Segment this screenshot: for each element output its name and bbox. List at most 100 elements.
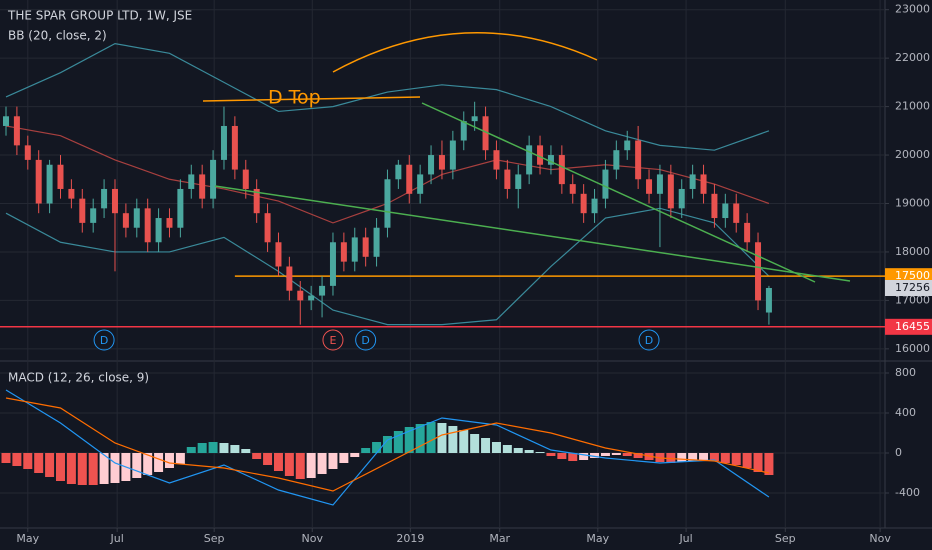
candle-body: [602, 169, 609, 199]
candle-body: [580, 193, 587, 214]
candle-body: [351, 237, 358, 262]
x-tick-label: May: [586, 532, 609, 545]
histogram-bar: [143, 453, 153, 475]
candle-body: [286, 266, 293, 291]
candle-body: [460, 121, 467, 141]
x-tick-label: Nov: [302, 532, 324, 545]
histogram-bar: [753, 453, 763, 472]
histogram-bar: [502, 445, 512, 453]
histogram-bar: [197, 443, 207, 453]
histogram-bar: [546, 453, 556, 456]
price-label: 16455: [895, 320, 930, 333]
histogram-bar: [688, 453, 698, 461]
y-tick-label: 16000: [895, 342, 930, 355]
histogram-bar: [77, 453, 87, 485]
histogram-bar: [470, 434, 480, 453]
histogram-bar: [1, 453, 11, 463]
y-tick-label: 0: [895, 446, 902, 459]
last-price-label: 17256: [895, 281, 930, 294]
candle-body: [144, 208, 151, 243]
x-tick-label: Sep: [775, 532, 796, 545]
candle-body: [35, 159, 42, 204]
candle-body: [515, 174, 522, 189]
histogram-bar: [284, 453, 294, 476]
histogram-bar: [12, 453, 22, 466]
histogram-bar: [393, 431, 403, 453]
candle-body: [220, 125, 227, 160]
candle-body: [504, 169, 511, 189]
histogram-bar: [339, 453, 349, 463]
candle-body: [177, 188, 184, 228]
candle-body: [449, 140, 456, 170]
histogram-bar: [372, 442, 382, 453]
x-tick-label: Nov: [869, 532, 891, 545]
bb-lower: [5, 207, 770, 326]
histogram-bar: [731, 453, 741, 465]
candle-body: [428, 155, 435, 175]
candle-body: [111, 188, 118, 214]
histogram-bar: [491, 442, 501, 453]
histogram-bar: [154, 453, 164, 472]
trend-line: [421, 102, 816, 283]
y-tick-label: 20000: [895, 148, 930, 161]
price-label: 17500: [895, 269, 930, 282]
candle-body: [133, 208, 140, 228]
y-tick-label: 17000: [895, 293, 930, 306]
histogram-bar: [45, 453, 55, 477]
candle-body: [406, 164, 413, 194]
histogram-bar: [208, 442, 218, 453]
histogram-bar: [568, 453, 578, 461]
histogram-bar: [241, 449, 251, 453]
y-tick-label: 22000: [895, 51, 930, 64]
x-tick-label: Jul: [110, 532, 124, 545]
histogram-bar: [273, 453, 283, 471]
histogram-bar: [557, 453, 567, 459]
candle-body: [624, 140, 631, 151]
bb-upper: [5, 42, 770, 151]
histogram-bar: [590, 453, 600, 458]
candle-body: [744, 222, 751, 243]
histogram-bar: [633, 453, 643, 458]
histogram-bar: [263, 453, 273, 465]
event-marker: [638, 329, 660, 351]
arc-drawing: [332, 32, 598, 73]
histogram-bar: [110, 453, 120, 483]
candle-body: [395, 164, 402, 180]
histogram-bar: [579, 453, 589, 460]
candle-body: [667, 174, 674, 209]
histogram-bar: [317, 453, 327, 474]
histogram-bar: [415, 424, 425, 453]
candle-body: [733, 203, 740, 223]
candle-body: [188, 174, 195, 189]
candle-body: [373, 227, 380, 257]
indicator-label: BB (20, close, 2): [8, 29, 107, 43]
candle-body: [722, 203, 729, 219]
candle-body: [308, 295, 315, 301]
candle-body: [417, 174, 424, 194]
candle-body: [765, 288, 772, 313]
x-tick-label: 2019: [396, 532, 424, 545]
candle-body: [482, 116, 489, 151]
candle-body: [199, 174, 206, 199]
candle-body: [384, 179, 391, 228]
histogram-bar: [611, 453, 621, 455]
histogram-bar: [55, 453, 65, 481]
histogram-bar: [88, 453, 98, 485]
x-tick-label: Jul: [678, 532, 692, 545]
histogram-bar: [426, 422, 436, 453]
candle-body: [362, 237, 369, 257]
y-tick-label: 18000: [895, 245, 930, 258]
candle-body: [79, 198, 86, 223]
candle-body: [689, 174, 696, 189]
candle-body: [90, 208, 97, 223]
candle-body: [471, 116, 478, 122]
x-tick-label: May: [16, 532, 39, 545]
histogram-bar: [699, 453, 709, 460]
histogram-bar: [132, 453, 142, 478]
histogram-bar: [404, 427, 414, 453]
candle-body: [2, 116, 9, 126]
candle-body: [711, 193, 718, 219]
top-line-drawing: [202, 96, 421, 102]
candle-body: [166, 218, 173, 228]
candle-body: [340, 242, 347, 262]
